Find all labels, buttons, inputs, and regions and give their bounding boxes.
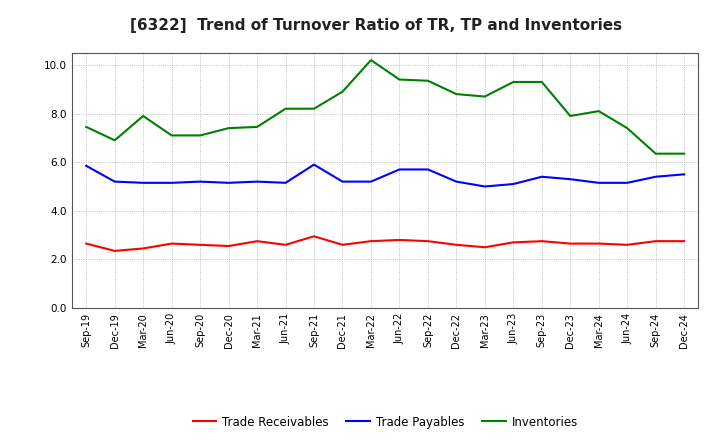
- Inventories: [537, 79, 546, 84]
- Inventories: [566, 114, 575, 119]
- Trade Payables: [110, 179, 119, 184]
- Trade Receivables: [139, 246, 148, 251]
- Trade Receivables: [366, 238, 375, 244]
- Trade Payables: [537, 174, 546, 180]
- Trade Receivables: [537, 238, 546, 244]
- Trade Payables: [509, 181, 518, 187]
- Trade Payables: [167, 180, 176, 186]
- Trade Payables: [225, 180, 233, 186]
- Inventories: [452, 92, 461, 97]
- Trade Payables: [395, 167, 404, 172]
- Trade Receivables: [480, 245, 489, 250]
- Trade Payables: [452, 179, 461, 184]
- Trade Receivables: [423, 238, 432, 244]
- Trade Receivables: [253, 238, 261, 244]
- Trade Receivables: [167, 241, 176, 246]
- Trade Receivables: [595, 241, 603, 246]
- Inventories: [110, 138, 119, 143]
- Inventories: [509, 79, 518, 84]
- Inventories: [680, 151, 688, 156]
- Trade Payables: [338, 179, 347, 184]
- Inventories: [310, 106, 318, 111]
- Inventories: [253, 124, 261, 129]
- Inventories: [225, 125, 233, 131]
- Legend: Trade Receivables, Trade Payables, Inventories: Trade Receivables, Trade Payables, Inven…: [188, 411, 582, 433]
- Trade Payables: [253, 179, 261, 184]
- Inventories: [423, 78, 432, 84]
- Trade Receivables: [282, 242, 290, 247]
- Trade Payables: [82, 163, 91, 169]
- Trade Receivables: [452, 242, 461, 247]
- Trade Payables: [623, 180, 631, 186]
- Trade Payables: [366, 179, 375, 184]
- Inventories: [366, 58, 375, 63]
- Line: Trade Receivables: Trade Receivables: [86, 236, 684, 251]
- Trade Payables: [196, 179, 204, 184]
- Trade Receivables: [652, 238, 660, 244]
- Trade Payables: [423, 167, 432, 172]
- Trade Receivables: [395, 237, 404, 242]
- Trade Receivables: [338, 242, 347, 247]
- Inventories: [595, 109, 603, 114]
- Trade Payables: [310, 162, 318, 167]
- Inventories: [167, 133, 176, 138]
- Trade Receivables: [82, 241, 91, 246]
- Line: Trade Payables: Trade Payables: [86, 165, 684, 187]
- Trade Payables: [139, 180, 148, 186]
- Trade Receivables: [225, 243, 233, 249]
- Trade Receivables: [623, 242, 631, 247]
- Text: [6322]  Trend of Turnover Ratio of TR, TP and Inventories: [6322] Trend of Turnover Ratio of TR, TP…: [130, 18, 622, 33]
- Trade Receivables: [310, 234, 318, 239]
- Inventories: [139, 114, 148, 119]
- Trade Payables: [595, 180, 603, 186]
- Trade Payables: [566, 176, 575, 182]
- Trade Payables: [282, 180, 290, 186]
- Trade Receivables: [509, 240, 518, 245]
- Inventories: [282, 106, 290, 111]
- Inventories: [480, 94, 489, 99]
- Trade Receivables: [680, 238, 688, 244]
- Inventories: [338, 89, 347, 94]
- Inventories: [623, 125, 631, 131]
- Line: Inventories: Inventories: [86, 60, 684, 154]
- Trade Payables: [680, 172, 688, 177]
- Inventories: [652, 151, 660, 156]
- Inventories: [196, 133, 204, 138]
- Trade Receivables: [110, 248, 119, 253]
- Trade Payables: [480, 184, 489, 189]
- Inventories: [82, 124, 91, 129]
- Trade Payables: [652, 174, 660, 180]
- Trade Receivables: [196, 242, 204, 247]
- Inventories: [395, 77, 404, 82]
- Trade Receivables: [566, 241, 575, 246]
